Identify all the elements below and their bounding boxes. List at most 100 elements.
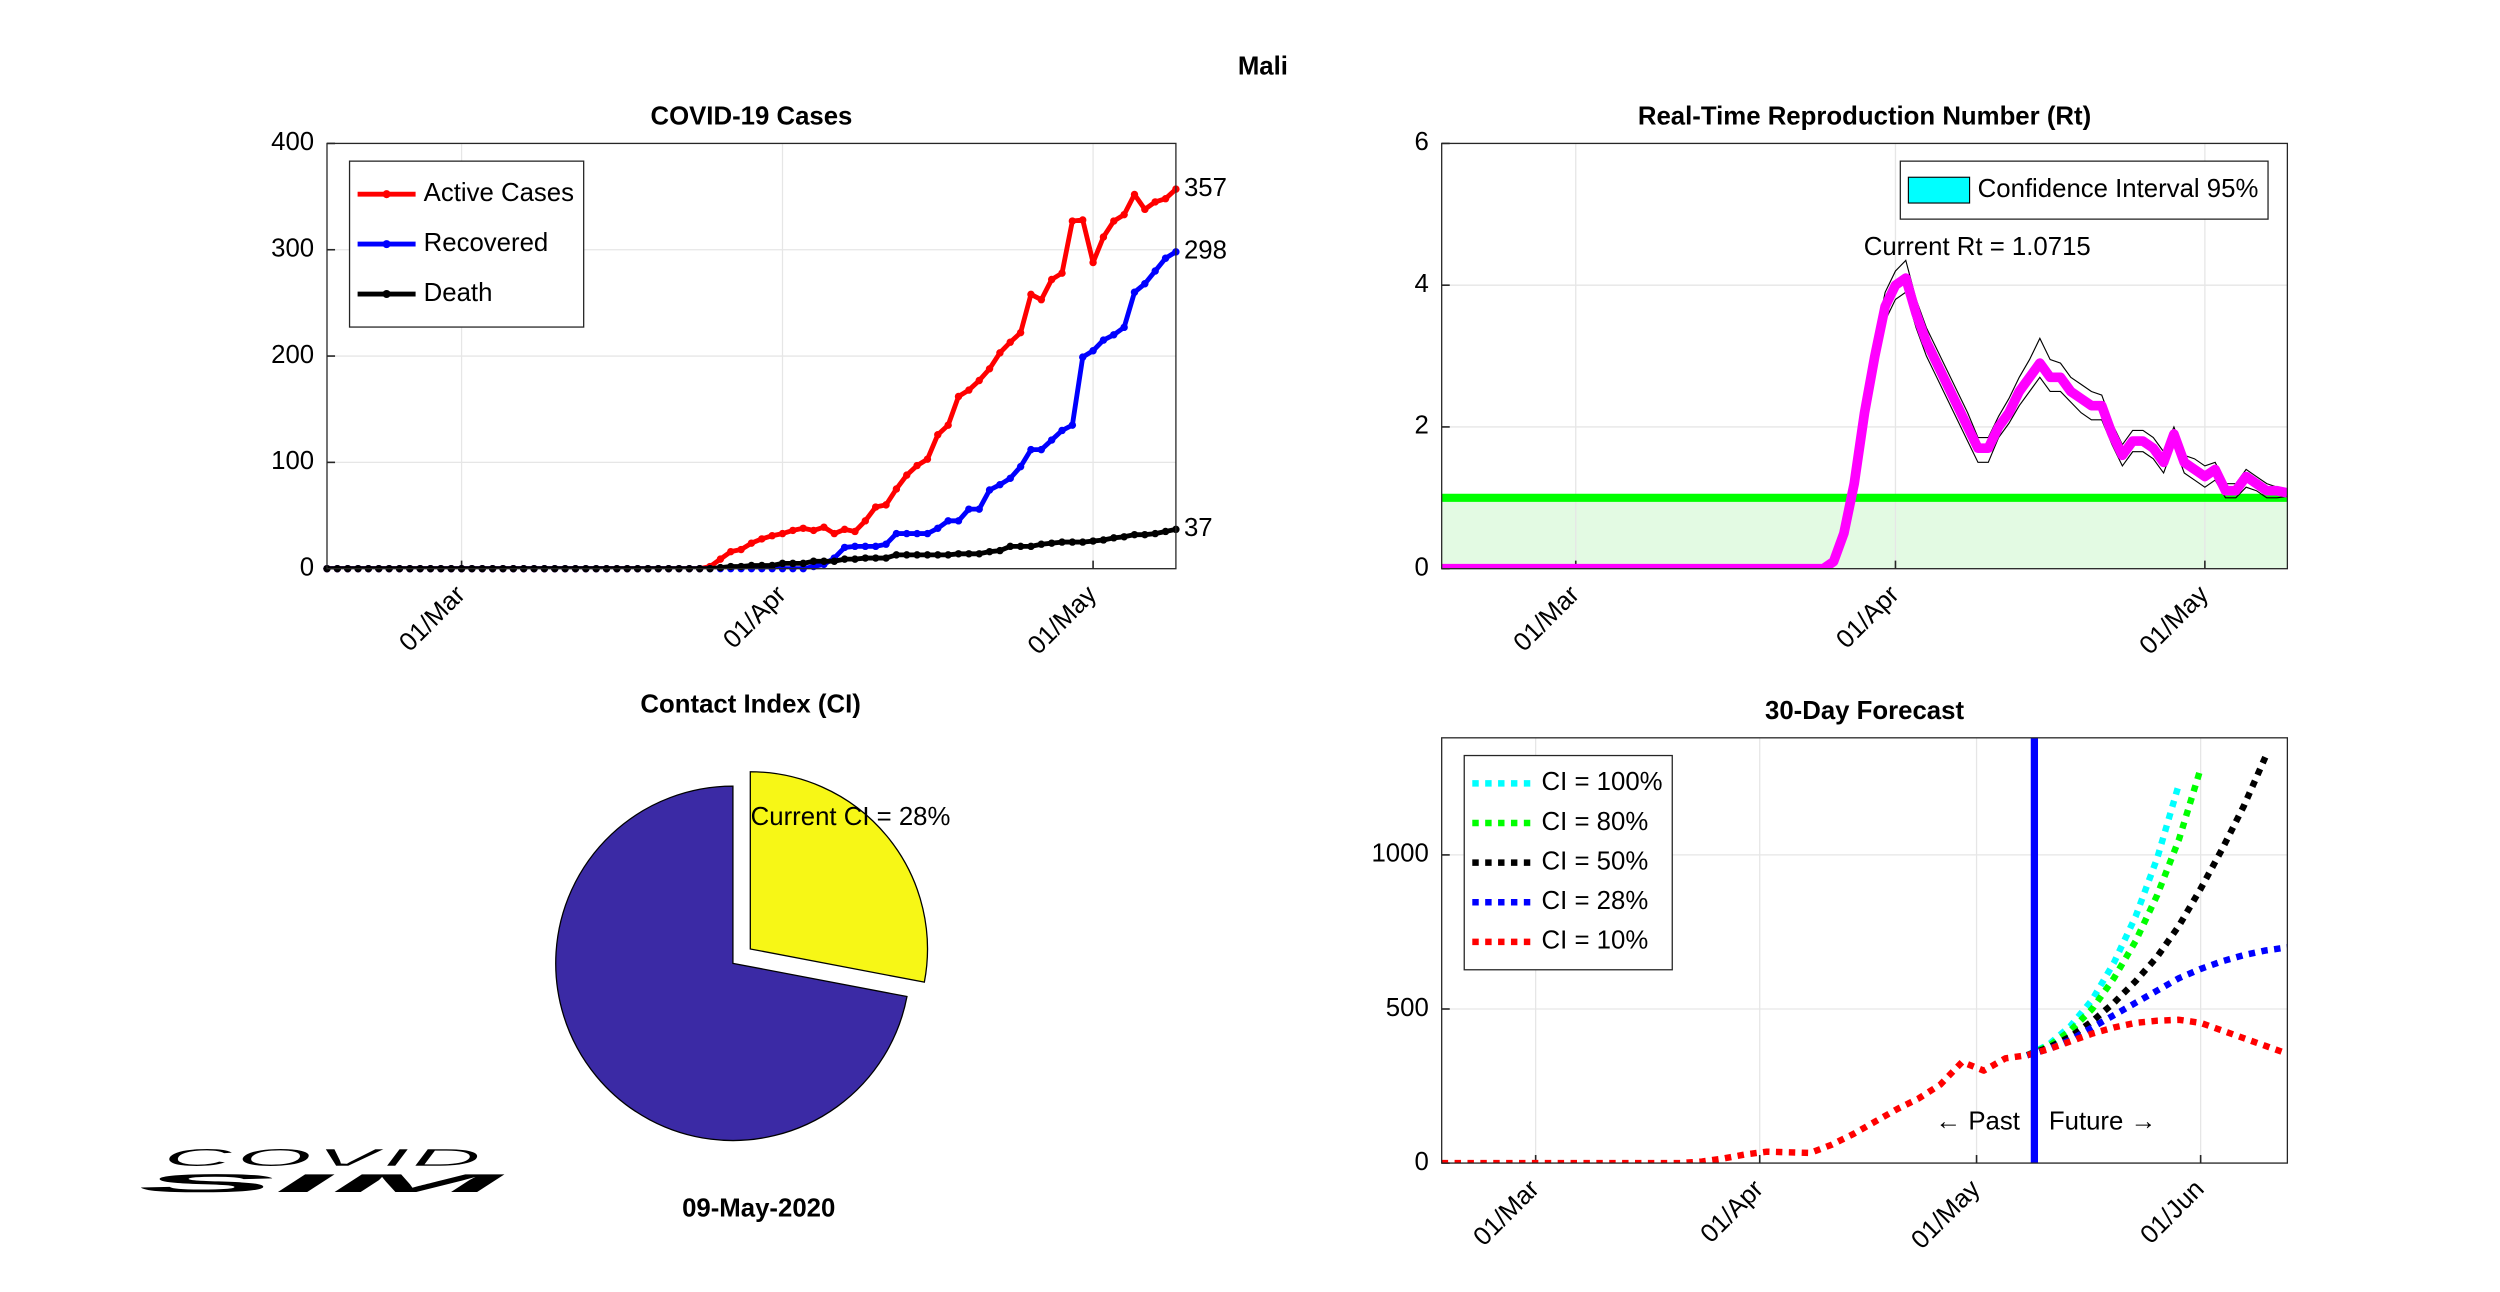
marker	[1068, 538, 1077, 546]
marker	[840, 555, 849, 563]
marker	[1027, 445, 1035, 454]
marker	[1047, 436, 1056, 444]
marker	[923, 551, 932, 559]
marker	[965, 505, 973, 513]
marker	[1161, 195, 1170, 203]
x-tick-label: 01/Apr	[1695, 1175, 1769, 1249]
legend-label: Active Cases	[424, 179, 574, 207]
marker	[820, 557, 828, 565]
reference-fill	[1441, 497, 2288, 569]
marker	[747, 539, 756, 547]
legend-label: CI = 28%	[1542, 887, 1649, 915]
x-tick-label: 01/Mar	[1508, 580, 1585, 657]
y-tick-label: 0	[1414, 1148, 1428, 1176]
marker	[954, 517, 963, 525]
y-tick-label: 300	[271, 235, 314, 263]
y-tick-label: 0	[300, 553, 314, 581]
marker	[789, 559, 797, 568]
marker	[934, 524, 942, 532]
marker	[944, 421, 952, 429]
annotation: Future →	[2049, 1108, 2156, 1136]
marker	[778, 559, 787, 568]
end-label: 357	[1184, 174, 1227, 202]
marker	[1079, 216, 1087, 224]
legend-label: CI = 100%	[1542, 768, 1663, 796]
marker	[809, 557, 818, 565]
marker	[923, 529, 932, 538]
chart-title: 30-Day Forecast	[1765, 697, 1964, 725]
marker	[913, 461, 921, 470]
marker	[903, 529, 911, 538]
marker	[1037, 540, 1046, 548]
marker	[882, 540, 890, 548]
marker	[1151, 198, 1159, 206]
y-tick-label: 200	[271, 341, 314, 369]
marker	[1130, 288, 1139, 296]
marker	[758, 561, 766, 570]
marker	[934, 551, 942, 559]
date-caption: 09-May-2020	[682, 1195, 835, 1223]
marker	[830, 529, 838, 538]
pie-slice	[749, 771, 929, 983]
chart-title: Contact Index (CI)	[640, 690, 860, 718]
marker	[1099, 336, 1108, 344]
marker	[861, 517, 870, 525]
marker	[1141, 205, 1149, 214]
x-tick-label: 01/Apr	[718, 580, 792, 654]
legend-label: Death	[424, 279, 493, 307]
marker	[944, 517, 952, 525]
legend: Confidence Interval 95%	[1899, 160, 2269, 220]
marker	[913, 551, 921, 559]
marker	[975, 550, 983, 558]
marker	[840, 525, 849, 534]
series-line	[2025, 783, 2183, 1059]
marker	[799, 524, 807, 532]
series-line	[1441, 273, 2288, 569]
marker	[1047, 539, 1056, 547]
marker	[944, 551, 952, 559]
marker	[903, 551, 911, 559]
y-tick-label: 2	[1414, 412, 1428, 440]
marker	[1047, 275, 1056, 284]
marker	[1161, 527, 1170, 536]
marker	[965, 386, 973, 394]
end-label: 298	[1184, 237, 1227, 265]
x-tick-label: 01/May	[1023, 580, 1103, 660]
figure-title: Mali	[1238, 53, 1288, 81]
marker	[1079, 353, 1087, 361]
marker	[1099, 536, 1108, 544]
y-tick-label: 0	[1414, 553, 1428, 581]
legend-label: Recovered	[424, 229, 549, 257]
series-line	[2025, 767, 2204, 1059]
marker	[809, 526, 818, 535]
marker	[1016, 542, 1025, 551]
marker	[851, 542, 859, 551]
marker	[1089, 258, 1097, 267]
pie-slice	[555, 785, 908, 1142]
marker	[985, 486, 994, 494]
marker	[1037, 296, 1046, 304]
marker	[1079, 538, 1087, 546]
y-tick-label: 400	[271, 128, 314, 156]
marker	[1141, 280, 1149, 288]
legend-label: CI = 80%	[1542, 808, 1649, 836]
marker	[892, 529, 901, 538]
marker	[1151, 267, 1159, 275]
marker	[737, 545, 745, 554]
marker	[1120, 533, 1128, 541]
x-tick-label: 01/Jun	[2135, 1175, 2210, 1250]
marker	[923, 455, 932, 463]
y-tick-label: 4	[1414, 270, 1428, 298]
marker	[975, 376, 983, 385]
legend-marker	[382, 290, 391, 299]
annotation: Current Rt = 1.0715	[1864, 233, 2091, 261]
marker	[716, 563, 725, 572]
marker	[840, 543, 849, 552]
axes-frame	[326, 142, 1177, 570]
marker	[1141, 530, 1149, 539]
marker	[871, 542, 880, 551]
legend: CI = 100% CI = 80% CI = 50% CI = 28% CI = 10…	[1463, 754, 1673, 971]
marker	[892, 551, 901, 559]
legend-swatch	[1907, 176, 1971, 204]
